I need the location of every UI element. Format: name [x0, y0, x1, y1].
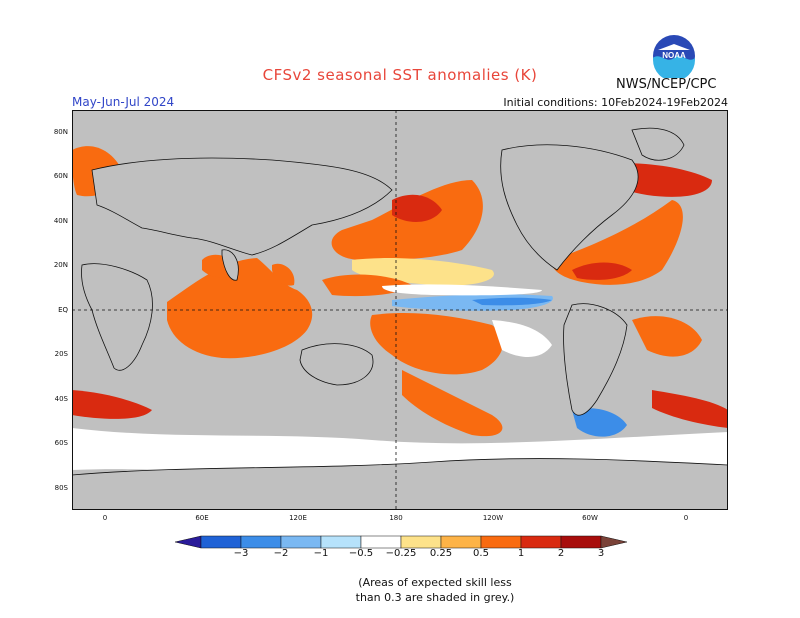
- lat-label-20n: 20N: [53, 261, 68, 269]
- legend-tick-label: 2: [557, 548, 565, 559]
- legend-tick-label: 1: [517, 548, 525, 559]
- season-label: May-Jun-Jul 2024: [72, 95, 175, 109]
- south-america-outline: [563, 303, 628, 416]
- noaa-logo-icon: NOAA: [653, 35, 695, 78]
- map-frame: [72, 110, 728, 510]
- greenland-outline: [631, 127, 685, 161]
- agency-label: NWS/NCEP/CPC: [616, 77, 717, 92]
- south-atlantic-warm-anomaly: [632, 316, 702, 357]
- lat-label-40n: 40N: [53, 217, 68, 225]
- legend-tick-label: 3: [597, 548, 605, 559]
- indian-ocean-warm-anomaly: [167, 258, 313, 359]
- legend-tick-label: −1: [313, 548, 329, 559]
- north-pacific-strong-anomaly: [392, 194, 442, 222]
- eurasia-outline: [91, 157, 393, 256]
- legend-swatch: [560, 535, 602, 549]
- lat-label-60s: 60S: [54, 439, 68, 447]
- legend-swatch: [480, 535, 522, 549]
- legend-tick-label: −3: [233, 548, 249, 559]
- legend-arrow-low: [175, 535, 202, 549]
- lon-label-180: 180: [389, 514, 403, 522]
- lat-label-eq: EQ: [58, 306, 68, 314]
- legend-swatch: [360, 535, 402, 549]
- legend-tick-label: −0.5: [348, 548, 374, 559]
- lon-label-60w: 60W: [582, 514, 598, 522]
- south-pacific-warm-anomaly: [370, 313, 503, 375]
- lat-label-80n: 80N: [53, 128, 68, 136]
- south-pacific-band-anomaly: [402, 370, 503, 437]
- legend-swatch: [320, 535, 362, 549]
- legend-swatch: [280, 535, 322, 549]
- lat-label-80s: 80S: [54, 484, 68, 492]
- legend-arrow-high: [600, 535, 627, 549]
- south-pacific-neutral: [492, 320, 552, 357]
- lat-label-60n: 60N: [53, 172, 68, 180]
- antarctica-outline: [72, 458, 728, 510]
- equatorial-pacific-cold-core: [472, 297, 552, 306]
- south-indian-warm-anomaly-1: [72, 390, 152, 419]
- map-title: CFSv2 seasonal SST anomalies (K): [262, 66, 538, 84]
- initial-conditions-label: Initial conditions: 10Feb2024-19Feb2024: [503, 96, 728, 109]
- legend-swatch: [200, 535, 242, 549]
- legend-tick-label: −2: [273, 548, 289, 559]
- india-outline: [221, 249, 239, 281]
- tropical-atlantic-strong-anomaly: [572, 262, 632, 280]
- equatorial-pacific-neutral: [382, 284, 542, 296]
- skill-note-line1: (Areas of expected skill less: [358, 576, 512, 589]
- legend-tick-label: 0.5: [473, 548, 489, 559]
- lon-label-120e: 120E: [289, 514, 307, 522]
- australia-outline: [299, 343, 374, 386]
- lon-label-60e: 60E: [195, 514, 209, 522]
- legend-swatch: [440, 535, 482, 549]
- lon-label-0-west: 0: [102, 514, 108, 522]
- color-legend-labels: −3 −2 −1 −0.5 −0.25 0.25 0.5 1 2 3: [175, 548, 635, 562]
- skill-note-line2: than 0.3 are shaded in grey.): [355, 591, 515, 604]
- continent-outlines: [72, 127, 728, 510]
- noaa-logo-text: NOAA: [662, 51, 686, 60]
- lon-label-120w: 120W: [482, 514, 504, 522]
- south-atlantic-strong-anomaly: [652, 390, 728, 428]
- legend-swatch: [520, 535, 562, 549]
- north-atlantic-warm-anomaly: [551, 200, 683, 285]
- bay-of-bengal-warm-anomaly: [272, 263, 295, 286]
- africa-outline: [81, 263, 153, 371]
- north-america-outline: [500, 144, 639, 271]
- legend-swatch: [400, 535, 442, 549]
- legend-swatch: [240, 535, 282, 549]
- color-legend-bar: [175, 535, 627, 549]
- lon-label-0-east: 0: [683, 514, 689, 522]
- legend-tick-label: −0.25: [385, 548, 417, 559]
- lat-label-20s: 20S: [54, 350, 68, 358]
- legend-tick-label: 0.25: [429, 548, 453, 559]
- sst-anomaly-map: [72, 110, 728, 510]
- drake-passage-cold-anomaly: [572, 408, 627, 437]
- lat-label-40s: 40S: [54, 395, 68, 403]
